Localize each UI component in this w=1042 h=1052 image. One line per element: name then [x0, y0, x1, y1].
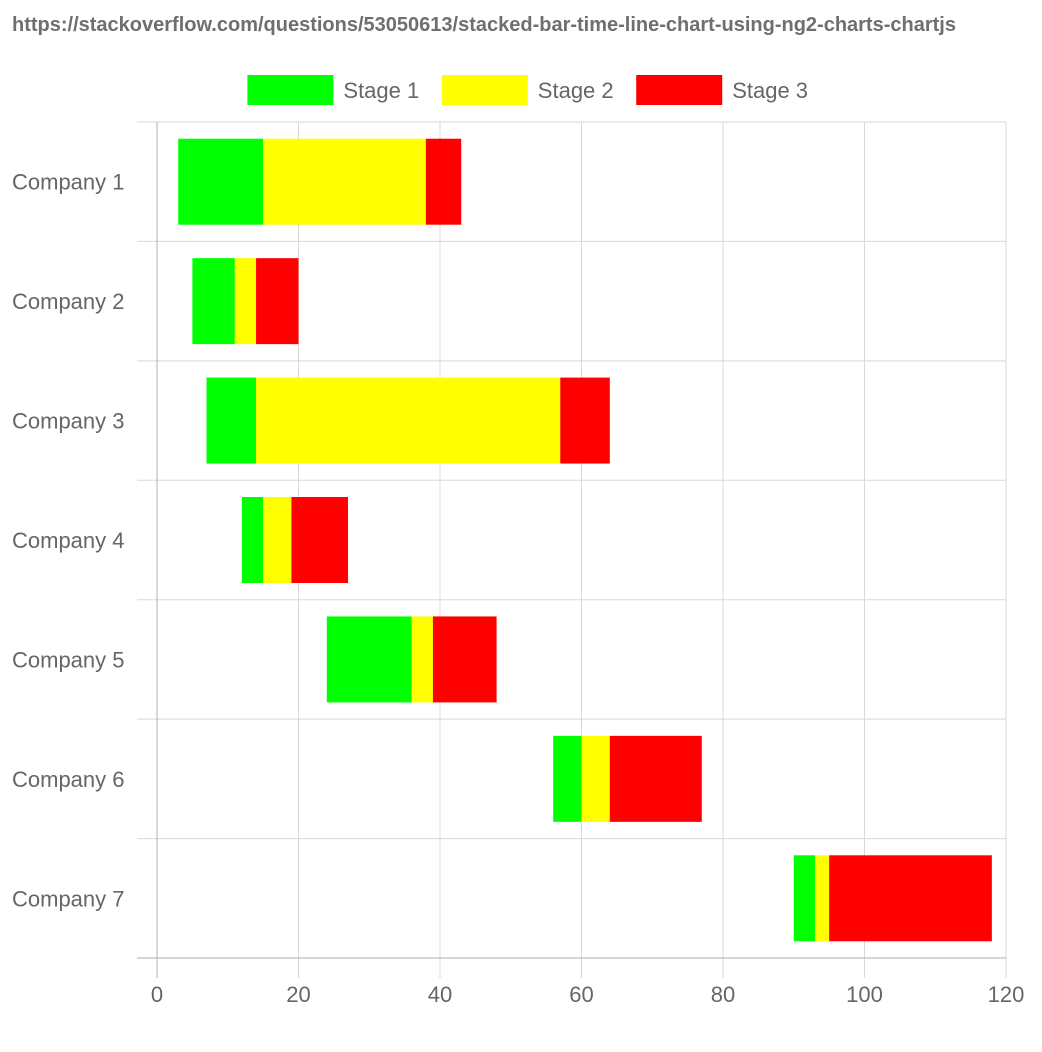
bar-stage-2-company-7[interactable] [814, 855, 830, 942]
category-label-company-7: Company 7 [12, 886, 125, 911]
bar-stage-1-company-4[interactable] [241, 497, 264, 583]
bar-stage-2-company-3[interactable] [256, 377, 561, 464]
legend-item-stage-2[interactable]: Stage 2 [441, 75, 614, 105]
url-caption: https://stackoverflow.com/questions/5305… [12, 14, 956, 36]
x-tick-label-80: 80 [711, 982, 735, 1007]
legend-item-stage-1[interactable]: Stage 1 [247, 75, 419, 105]
legend-swatch-stage-1 [247, 75, 334, 105]
x-tick-label-100: 100 [846, 982, 883, 1007]
legend-label-stage-2: Stage 2 [538, 78, 614, 103]
bar-stage-3-company-6[interactable] [609, 735, 702, 822]
bar-stage-1-company-6[interactable] [553, 735, 582, 822]
bar-stage-2-company-2[interactable] [234, 258, 257, 345]
bar-stage-3-company-7[interactable] [829, 855, 992, 942]
bar-stage-2-company-6[interactable] [581, 735, 610, 822]
legend-swatch-stage-2 [441, 75, 528, 105]
bar-stage-3-company-4[interactable] [291, 497, 349, 583]
bar-stage-1-company-3[interactable] [206, 377, 257, 464]
bar-stage-3-company-1[interactable] [425, 138, 462, 225]
bar-stage-3-company-2[interactable] [256, 258, 299, 345]
legend: Stage 1 Stage 2 Stage 3 [247, 75, 808, 105]
x-tick-label-0: 0 [151, 982, 163, 1007]
bar-stage-1-company-1[interactable] [178, 138, 264, 225]
bar-stage-1-company-5[interactable] [326, 616, 412, 703]
legend-item-stage-3[interactable]: Stage 3 [636, 75, 808, 105]
bar-stage-3-company-3[interactable] [560, 377, 610, 464]
legend-label-stage-3: Stage 3 [732, 78, 808, 103]
bar-stage-2-company-4[interactable] [263, 497, 292, 583]
category-label-company-1: Company 1 [12, 170, 125, 195]
category-labels: Company 1 Company 2 Company 3 Company 4 Comp… [12, 170, 125, 912]
bars [178, 138, 992, 942]
category-label-company-5: Company 5 [12, 647, 125, 672]
bar-stage-3-company-5[interactable] [432, 616, 497, 703]
x-tick-label-120: 120 [988, 982, 1025, 1007]
bar-stage-1-company-7[interactable] [793, 855, 815, 942]
bar-stage-2-company-1[interactable] [263, 138, 426, 225]
x-tick-labels: 0 20 40 60 80 100 120 [151, 982, 1024, 1007]
category-label-company-3: Company 3 [12, 409, 125, 434]
category-label-company-2: Company 2 [12, 289, 125, 314]
x-tick-label-60: 60 [569, 982, 593, 1007]
x-tick-label-40: 40 [428, 982, 452, 1007]
grid-lines [137, 121, 1007, 978]
x-tick-label-20: 20 [286, 982, 310, 1007]
bar-stage-2-company-5[interactable] [411, 616, 433, 703]
category-label-company-4: Company 4 [12, 528, 125, 553]
legend-label-stage-1: Stage 1 [343, 78, 419, 103]
category-label-company-6: Company 6 [12, 767, 125, 792]
bar-stage-1-company-2[interactable] [192, 258, 235, 345]
legend-swatch-stage-3 [636, 75, 723, 105]
